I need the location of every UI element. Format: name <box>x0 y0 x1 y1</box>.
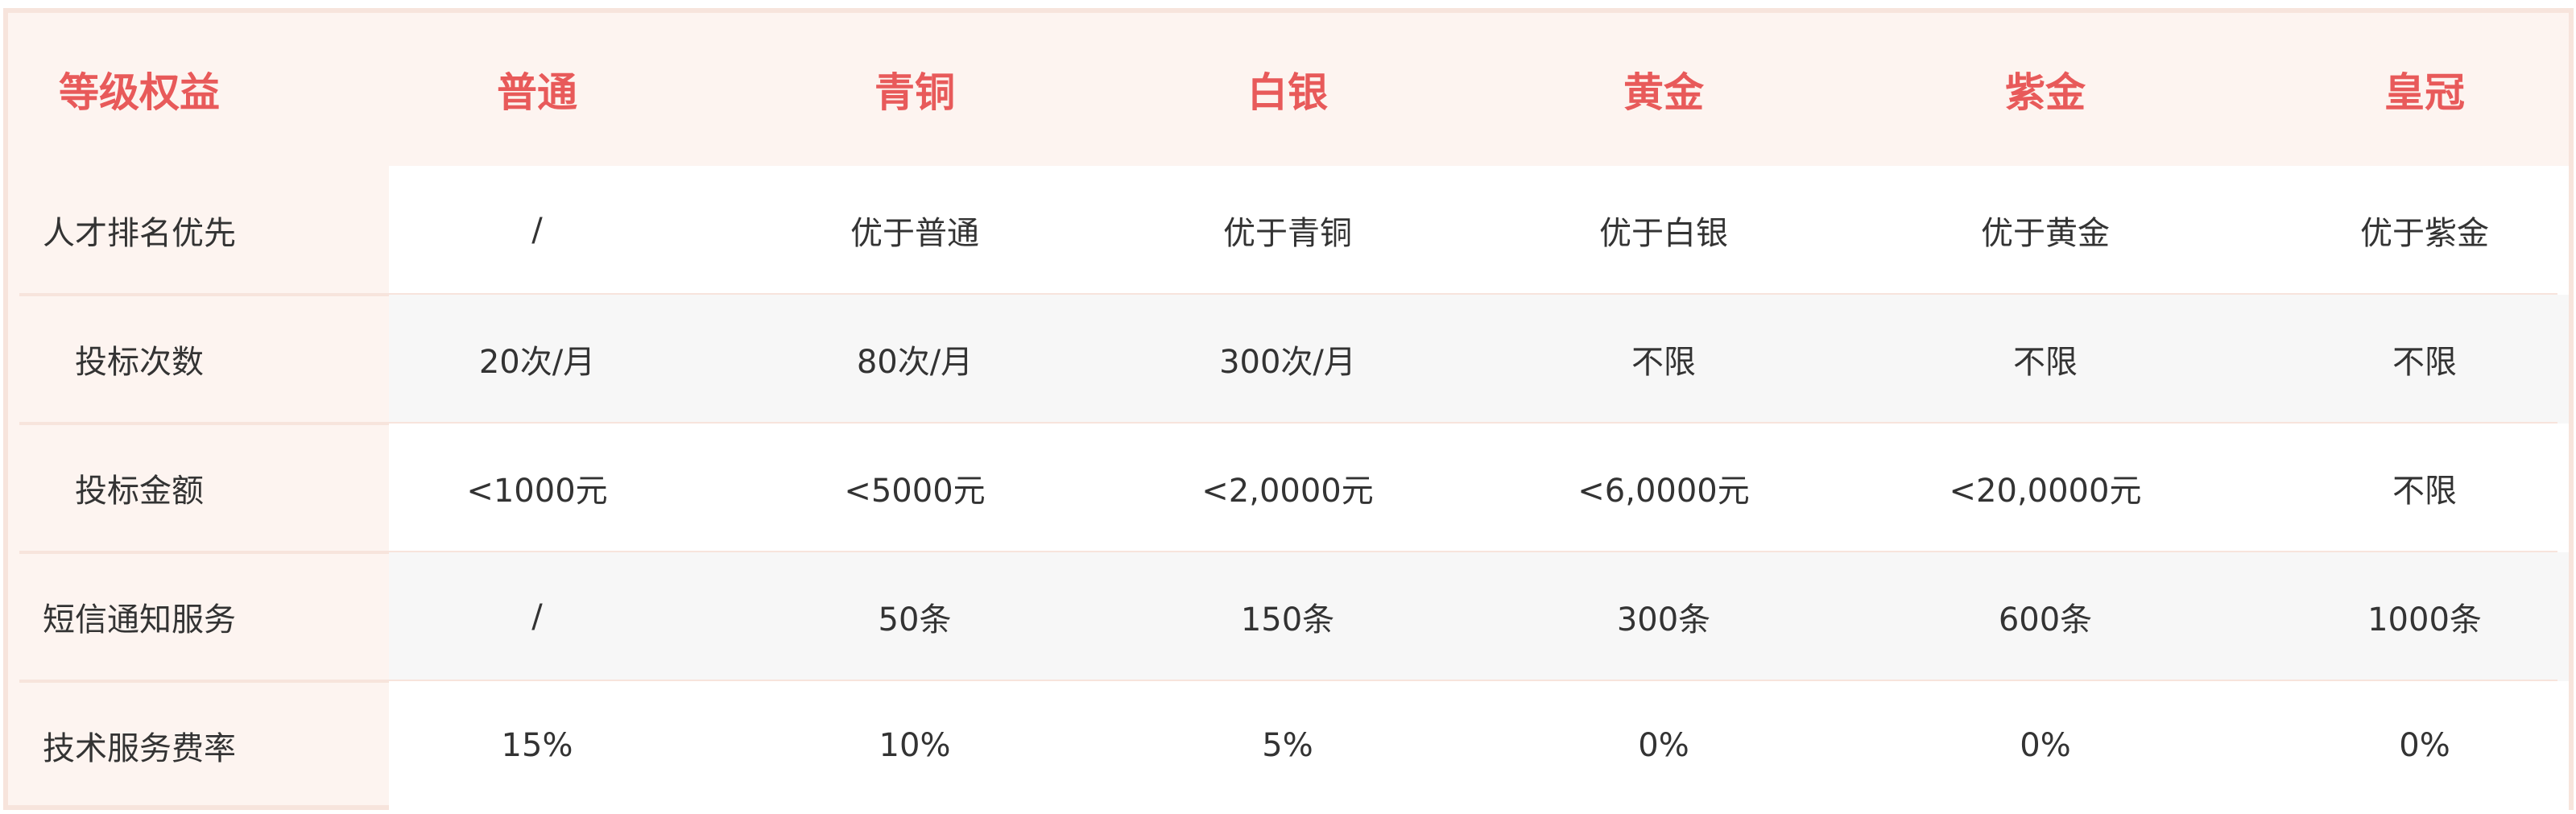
cell-bronze: 50条 <box>878 601 952 638</box>
cell-bronze: <5000元 <box>844 473 986 510</box>
cell-gold: 优于白银 <box>1599 215 1728 252</box>
header-level-silver: 白银 <box>1247 69 1328 116</box>
cell-purple-gold: 600条 <box>1998 601 2093 638</box>
cell-crown: 不限 <box>2392 473 2457 510</box>
cell-gold: 300条 <box>1616 601 1711 638</box>
table-row: 投标次数 20次/月 80次/月 300次/月 不限 不限 不限 <box>8 295 2569 424</box>
table-row: 投标金额 <1000元 <5000元 <2,0000元 <6,0000元 <20,0000… <box>8 424 2569 552</box>
table-row: 技术服务费率 15% 10% 5% 0% 0% 0% <box>8 681 2569 810</box>
table-header-row: 等级权益 普通 青铜 白银 黄金 紫金 皇冠 <box>8 13 2569 166</box>
cell-normal: 15% <box>501 727 573 764</box>
table-row: 人才排名优先 / 优于普通 优于青铜 优于白银 优于黄金 优于紫金 <box>8 166 2569 295</box>
cell-purple-gold: <20,0000元 <box>1949 473 2142 510</box>
header-level-bronze: 青铜 <box>875 69 955 116</box>
cell-silver: 150条 <box>1240 601 1335 638</box>
cell-silver: <2,0000元 <box>1201 473 1374 510</box>
cell-bronze: 80次/月 <box>856 344 974 381</box>
header-level-crown: 皇冠 <box>2384 69 2465 116</box>
cell-crown: 优于紫金 <box>2360 215 2489 252</box>
cell-purple-gold: 0% <box>2020 727 2071 764</box>
cell-crown: 1000条 <box>2367 601 2482 638</box>
cell-crown: 0% <box>2399 727 2450 764</box>
cell-bronze: 10% <box>879 727 951 764</box>
cell-normal: / <box>531 212 543 249</box>
cell-normal: 20次/月 <box>478 344 596 381</box>
membership-benefits-table: 等级权益 普通 青铜 白银 黄金 紫金 皇冠 人才排名优先 / 优于普通 优于青铜 优于… <box>3 8 2574 810</box>
cell-benefit-name: 投标次数 <box>75 344 204 381</box>
cell-normal: / <box>531 598 543 635</box>
cell-silver: 300次/月 <box>1219 344 1356 381</box>
cell-benefit-name: 技术服务费率 <box>43 730 236 767</box>
cell-bronze: 优于普通 <box>850 215 979 252</box>
cell-crown: 不限 <box>2392 344 2457 381</box>
cell-gold: 0% <box>1638 727 1689 764</box>
cell-gold: <6,0000元 <box>1577 473 1750 510</box>
cell-silver: 5% <box>1262 727 1313 764</box>
cell-normal: <1000元 <box>466 473 608 510</box>
cell-purple-gold: 优于黄金 <box>1981 215 2110 252</box>
cell-benefit-name: 短信通知服务 <box>43 601 236 638</box>
cell-benefit-name: 投标金额 <box>75 473 204 510</box>
cell-silver: 优于青铜 <box>1223 215 1352 252</box>
cell-purple-gold: 不限 <box>2013 344 2078 381</box>
table-row: 短信通知服务 / 50条 150条 300条 600条 1000条 <box>8 552 2569 681</box>
header-level-purple-gold: 紫金 <box>2005 69 2086 116</box>
header-level-normal: 普通 <box>497 69 577 116</box>
header-level-gold: 黄金 <box>1623 69 1704 116</box>
cell-gold: 不限 <box>1631 344 1696 381</box>
cell-benefit-name: 人才排名优先 <box>43 215 236 252</box>
header-benefits: 等级权益 <box>59 69 220 116</box>
